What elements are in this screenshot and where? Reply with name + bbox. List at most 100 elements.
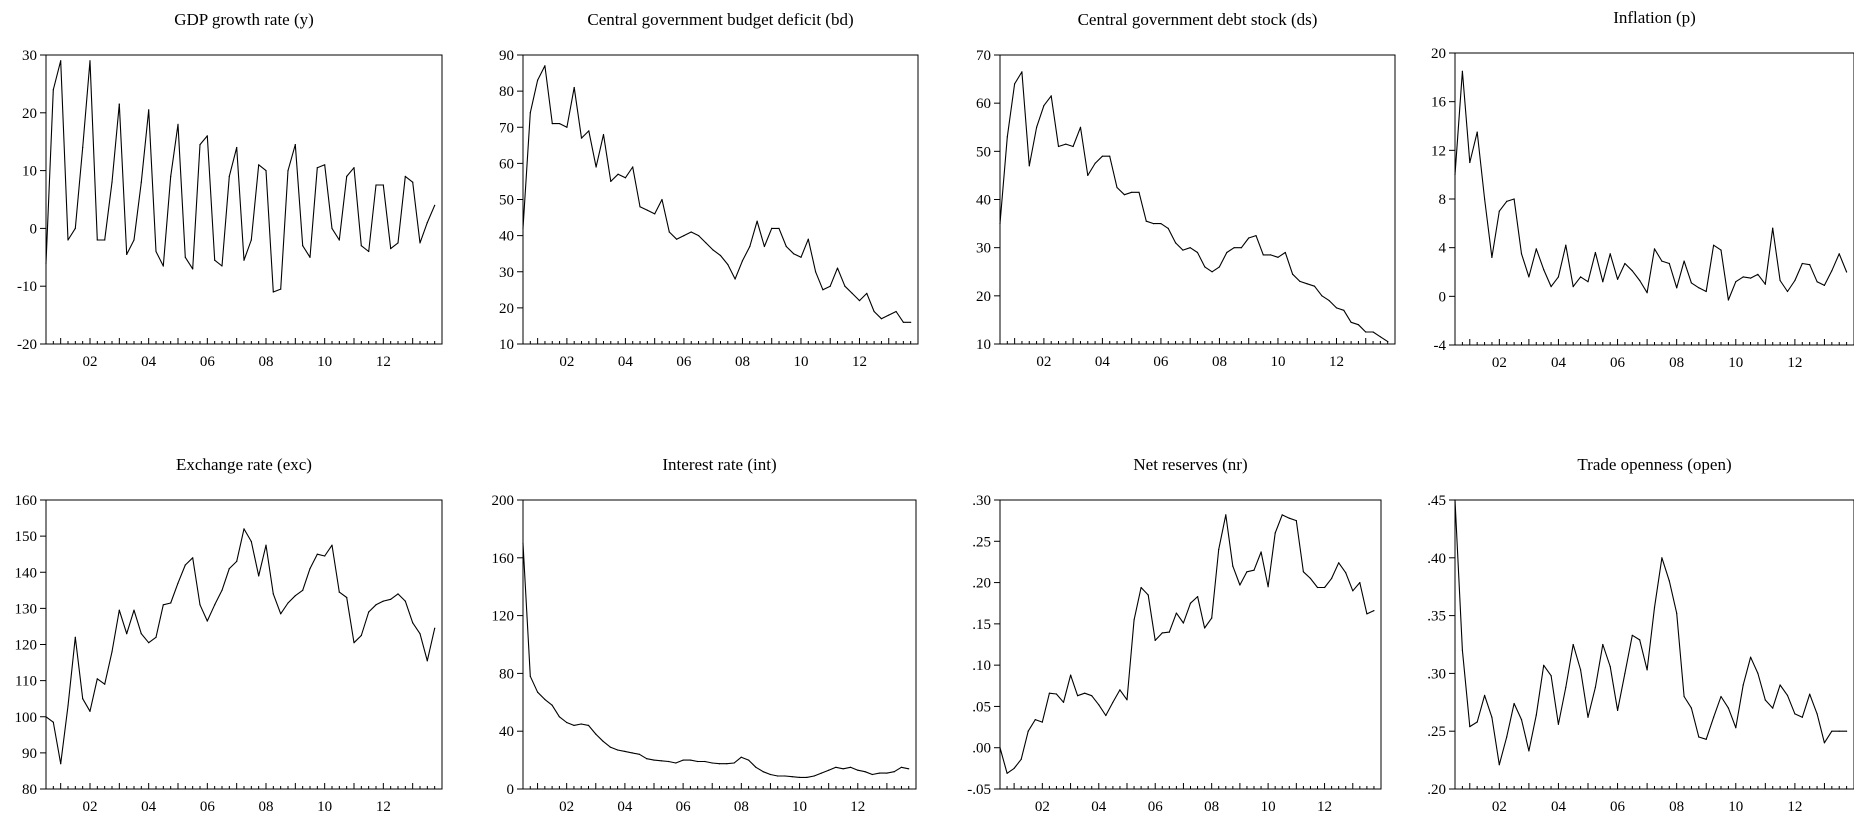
data-point (815, 271, 817, 273)
data-point (1028, 165, 1030, 167)
data-point (1211, 617, 1213, 619)
x-tick-label: 08 (1212, 354, 1227, 370)
y-tick-label: -4 (1434, 338, 1447, 354)
data-point (1779, 684, 1781, 686)
data-point (67, 705, 69, 707)
data-point (902, 321, 905, 323)
data-point (1098, 704, 1100, 706)
data-point (886, 772, 888, 774)
y-tick-label: .35 (1427, 609, 1446, 625)
data-point (302, 589, 304, 591)
y-tick-label: 16 (1431, 95, 1447, 111)
panel-title: Central government debt stock (ds) (1078, 10, 1318, 29)
data-point (1204, 627, 1206, 629)
y-tick-label: 90 (22, 746, 37, 762)
x-tick-label: 08 (1669, 355, 1684, 371)
data-point (756, 220, 758, 222)
series-line (522, 65, 911, 323)
y-tick-label: 20 (22, 106, 37, 122)
x-tick-label: 08 (1204, 799, 1219, 815)
y-tick-label: 80 (22, 782, 37, 798)
data-point (404, 600, 406, 602)
data-point (1846, 730, 1848, 732)
data-point (806, 776, 808, 779)
data-point (1041, 721, 1043, 723)
data-point (1646, 292, 1648, 294)
data-point (719, 254, 722, 257)
data-point (807, 238, 809, 240)
data-point (683, 235, 685, 237)
y-tick-label: 10 (499, 337, 514, 353)
data-point (1211, 271, 1213, 273)
panel-7: Trade openness (open) 02 04 06 08 10 12 .20 .25.… (1427, 455, 1854, 815)
x-tick-label: 08 (1669, 799, 1684, 815)
data-point (573, 86, 575, 89)
data-point (265, 544, 267, 546)
data-point (1306, 283, 1308, 285)
x-tick-label: 10 (317, 354, 332, 370)
data-point (1065, 143, 1067, 145)
data-point (1338, 562, 1340, 564)
data-point (522, 542, 524, 545)
data-point (1145, 220, 1147, 222)
data-point (588, 130, 590, 132)
data-point (1288, 517, 1290, 519)
y-tick-label: 40 (976, 193, 991, 209)
data-point (1506, 200, 1508, 202)
x-tick-label: 10 (317, 799, 332, 815)
panel-1: Central government budget deficit (bd) 02… (499, 10, 919, 370)
data-point (1727, 299, 1729, 301)
data-point (1528, 750, 1530, 752)
data-point (1587, 716, 1589, 718)
panel-2: Central government debt stock (ds) 02 04 06… (976, 10, 1396, 370)
data-point (829, 285, 831, 287)
data-point (1520, 253, 1523, 255)
y-tick-label: .45 (1427, 493, 1446, 509)
data-point (287, 602, 289, 604)
data-point (1653, 248, 1656, 250)
data-point (784, 775, 786, 777)
data-point (434, 204, 436, 206)
y-tick-label: -10 (17, 279, 37, 295)
data-point (1550, 675, 1552, 677)
y-tick-label: 70 (499, 120, 514, 136)
x-tick-label: 12 (376, 799, 391, 815)
data-point (250, 239, 252, 241)
data-point (118, 609, 120, 611)
data-point (1126, 699, 1128, 701)
data-point (631, 752, 633, 754)
y-tick-label: 90 (499, 48, 514, 64)
data-point (910, 321, 912, 323)
series-line (45, 528, 436, 765)
data-point (1387, 341, 1389, 343)
data-point (236, 560, 238, 563)
data-point (864, 771, 866, 773)
y-tick-label: 0 (507, 782, 515, 798)
y-tick-label: 4 (1439, 241, 1447, 257)
data-point (668, 760, 670, 763)
data-point (434, 627, 436, 629)
data-point (111, 181, 113, 183)
y-tick-label: 140 (15, 565, 38, 581)
data-point (1535, 714, 1537, 716)
data-point (1182, 622, 1184, 624)
panel-title: Central government budget deficit (bd) (587, 10, 853, 29)
data-point (155, 636, 157, 638)
data-point (1324, 586, 1326, 589)
y-tick-label: .30 (972, 493, 991, 509)
data-point (331, 227, 333, 229)
x-tick-label: 10 (1728, 355, 1743, 371)
data-point (602, 133, 605, 136)
data-point (1147, 594, 1149, 596)
data-point (45, 716, 47, 718)
data-point (1454, 499, 1456, 501)
data-point (1801, 262, 1803, 265)
data-point (522, 227, 524, 229)
data-point (1550, 286, 1552, 288)
data-point (999, 223, 1001, 225)
data-point (638, 753, 641, 755)
data-point (895, 310, 897, 313)
data-point (1757, 672, 1759, 675)
data-point (1014, 83, 1016, 85)
y-tick-label: 110 (15, 674, 37, 690)
